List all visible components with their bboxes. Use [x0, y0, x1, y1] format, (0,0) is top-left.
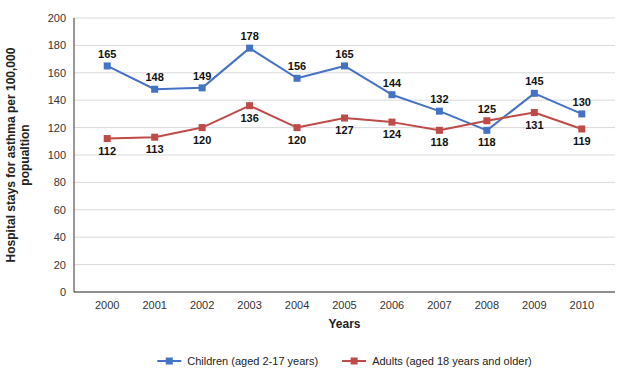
series-marker	[483, 117, 490, 124]
y-tick-label: 100	[48, 149, 66, 161]
series-marker	[104, 62, 111, 69]
x-tick-label: 2008	[475, 299, 499, 311]
y-tick-label: 80	[54, 176, 66, 188]
y-tick-label: 20	[54, 259, 66, 271]
series-marker	[483, 127, 490, 134]
data-label: 113	[146, 143, 164, 155]
x-tick-label: 2010	[570, 299, 594, 311]
data-label: 127	[335, 124, 353, 136]
grid-line	[74, 18, 615, 19]
y-axis	[74, 18, 75, 292]
series-marker	[388, 91, 395, 98]
series-marker	[151, 86, 158, 93]
grid-line	[74, 264, 615, 265]
series-marker	[104, 135, 111, 142]
series-marker	[341, 115, 348, 122]
data-label: 130	[573, 96, 591, 108]
legend: Children (aged 2-17 years) Adults (aged 1…	[157, 355, 531, 367]
series-marker	[294, 75, 301, 82]
data-label: 112	[98, 145, 116, 157]
x-tick-label: 2005	[332, 299, 356, 311]
data-label: 119	[573, 135, 591, 147]
x-tick-label: 2006	[380, 299, 404, 311]
series-line	[107, 48, 582, 130]
data-label: 165	[335, 48, 353, 60]
grid-line	[74, 237, 615, 238]
chart: 0 20 40 60 80 100 120 140 160 180 200 2000 2001 2002 2…	[0, 0, 630, 373]
legend-label: Children (aged 2-17 years)	[187, 355, 318, 367]
y-tick-label: 200	[48, 12, 66, 24]
series-marker	[341, 62, 348, 69]
series-line	[107, 106, 582, 139]
data-label: 118	[431, 136, 449, 148]
data-label: 120	[288, 134, 306, 146]
legend-label: Adults (aged 18 years and older)	[372, 355, 532, 367]
y-tick-label: 40	[54, 231, 66, 243]
legend-marker	[166, 358, 173, 365]
series-marker	[388, 119, 395, 126]
series-marker	[578, 110, 585, 117]
legend-item: Children (aged 2-17 years)	[157, 355, 318, 367]
series-marker	[436, 127, 443, 134]
data-label: 178	[240, 30, 258, 42]
series-marker	[246, 45, 253, 52]
y-tick-label: 160	[48, 67, 66, 79]
grid-line	[74, 45, 615, 46]
plot-area	[104, 45, 586, 142]
x-tick-label: 2007	[427, 299, 451, 311]
y-tick-label: 0	[60, 286, 66, 298]
series-marker	[199, 84, 206, 91]
series-marker	[531, 90, 538, 97]
series-marker	[578, 125, 585, 132]
legend-item: Adults (aged 18 years and older)	[342, 355, 532, 367]
x-axis	[74, 292, 615, 293]
series-marker	[531, 109, 538, 116]
x-tick-label: 2001	[142, 299, 166, 311]
y-axis-label: Hospital stays for asthma per 100,000pop…	[4, 47, 32, 262]
grid	[74, 18, 615, 292]
data-label: 156	[288, 60, 306, 72]
y-tick-label: 140	[48, 94, 66, 106]
series-marker	[436, 108, 443, 115]
x-tick-label: 2009	[522, 299, 546, 311]
data-label: 118	[478, 136, 496, 148]
x-tick-label: 2002	[190, 299, 214, 311]
data-label: 148	[145, 71, 163, 83]
series-marker	[151, 134, 158, 141]
data-label: 145	[525, 75, 543, 87]
data-label: 165	[98, 48, 116, 60]
data-label: 149	[193, 70, 211, 82]
data-label: 132	[430, 93, 448, 105]
data-label: 136	[240, 112, 258, 124]
data-label: 144	[383, 77, 402, 89]
grid-line	[74, 209, 615, 210]
series-marker	[246, 102, 253, 109]
grid-line	[74, 292, 615, 293]
x-tick-label: 2004	[285, 299, 309, 311]
series-marker	[199, 124, 206, 131]
grid-line	[74, 100, 615, 101]
data-label: 125	[478, 103, 496, 115]
y-axis-label-line: Hospital stays for asthma per 100,000	[4, 47, 18, 262]
data-label: 124	[383, 128, 402, 140]
x-axis-label: Years	[328, 317, 360, 331]
y-axis-label-line: popualtion	[18, 124, 32, 185]
x-tick-label: 2000	[95, 299, 119, 311]
data-labels: 165 148 149 178 156 165 144 132 118 145 130 112 113 1…	[98, 30, 591, 156]
series-marker	[294, 124, 301, 131]
y-tick-label: 120	[48, 122, 66, 134]
grid-line	[74, 182, 615, 183]
x-tick-label: 2003	[237, 299, 261, 311]
legend-marker	[351, 358, 358, 365]
y-tick-label: 180	[48, 39, 66, 51]
y-tick-label: 60	[54, 204, 66, 216]
data-label: 131	[525, 119, 543, 131]
data-label: 120	[193, 134, 211, 146]
